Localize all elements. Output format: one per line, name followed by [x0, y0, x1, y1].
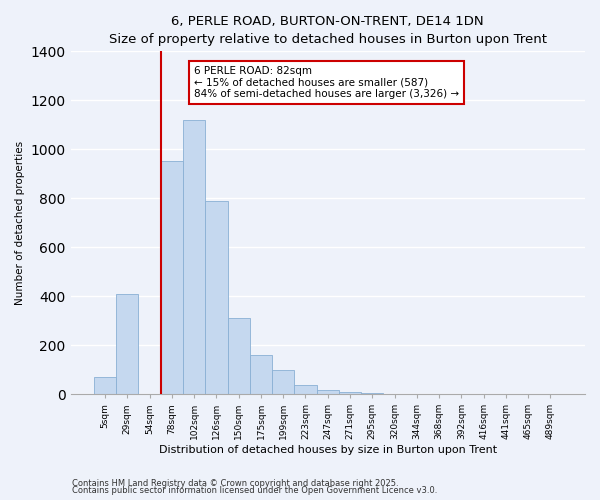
Y-axis label: Number of detached properties: Number of detached properties [15, 140, 25, 304]
Text: Contains HM Land Registry data © Crown copyright and database right 2025.: Contains HM Land Registry data © Crown c… [72, 478, 398, 488]
Text: 6 PERLE ROAD: 82sqm
← 15% of detached houses are smaller (587)
84% of semi-detac: 6 PERLE ROAD: 82sqm ← 15% of detached ho… [194, 66, 459, 99]
Bar [227, 318, 250, 394]
Bar [339, 392, 361, 394]
X-axis label: Distribution of detached houses by size in Burton upon Trent: Distribution of detached houses by size … [159, 445, 497, 455]
Bar [116, 294, 139, 394]
Bar [317, 390, 339, 394]
Bar [205, 200, 227, 394]
Bar [183, 120, 205, 394]
Bar [295, 386, 317, 394]
Bar [272, 370, 295, 394]
Bar [94, 377, 116, 394]
Text: Contains public sector information licensed under the Open Government Licence v3: Contains public sector information licen… [72, 486, 437, 495]
Bar [250, 355, 272, 394]
Title: 6, PERLE ROAD, BURTON-ON-TRENT, DE14 1DN
Size of property relative to detached h: 6, PERLE ROAD, BURTON-ON-TRENT, DE14 1DN… [109, 15, 547, 46]
Bar [161, 162, 183, 394]
